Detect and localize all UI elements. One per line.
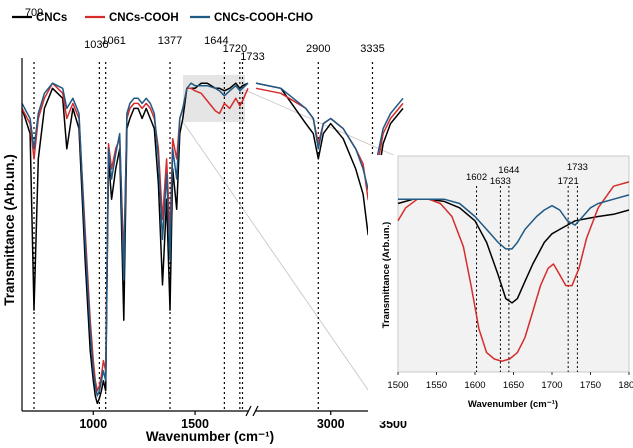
- inset-x-tick-label-1600: 1600: [464, 380, 485, 391]
- peak-label-709: 709: [25, 7, 43, 19]
- x-axis-title: Wavenumber (cm⁻¹): [146, 429, 274, 444]
- peak-label-1061: 1061: [101, 35, 125, 47]
- inset-x-tick-label-1700: 1700: [541, 380, 562, 391]
- inset-series-line-cncs-cooh: [397, 181, 630, 362]
- inset-x-tick-label-1650: 1650: [503, 380, 524, 391]
- zoom-connector-lines: [182, 89, 399, 401]
- series-line-cncs-cooh-cho-segment-2: [255, 82, 404, 195]
- peak-label-1644: 1644: [204, 35, 228, 47]
- inset-x-tick-group: 1500 1550 1600 1650 1700 1750 1800: [387, 372, 633, 391]
- legend-label-cncs-cooh-cho: CNCs-COOH-CHO: [214, 12, 313, 24]
- connector-line-lower: [182, 121, 376, 401]
- series-line-cncs-cooh-cho-segment-1: [21, 82, 249, 397]
- series-line-cncs-segment-1: [21, 82, 249, 405]
- highlight-region: [183, 75, 245, 122]
- inset-x-tick-label-1550: 1550: [426, 380, 447, 391]
- connector-line-upper: [244, 89, 399, 158]
- inset-x-tick-label-1750: 1750: [580, 380, 601, 391]
- legend: CNCs CNCs-COOH CNCs-COOH-CHO: [12, 12, 313, 24]
- inset-series-line-cncs-cooh-cho: [398, 194, 630, 250]
- peak-label-3335: 3335: [360, 43, 384, 55]
- x-tick-label-3000: 3000: [317, 417, 345, 431]
- inset-peak-label-1733: 1733: [567, 162, 588, 173]
- y-axis-title: Transmittance (Arb.un.): [2, 154, 17, 306]
- inset-plot-area: [397, 155, 630, 373]
- x-tick-label-1000: 1000: [79, 417, 107, 431]
- inset-series-group: [397, 181, 630, 362]
- legend-label-cncs-cooh: CNCs-COOH: [109, 12, 179, 24]
- inset-peak-label-1721: 1721: [558, 176, 579, 187]
- inset-peak-label-1633: 1633: [490, 176, 511, 187]
- legend-label-cncs: CNCs: [36, 12, 67, 24]
- inset-peak-label-1644: 1644: [498, 165, 519, 176]
- x-tick-label-1500: 1500: [181, 417, 209, 431]
- peak-label-1030: 1030: [84, 39, 108, 51]
- x-tick-group: 1000 1500 3000 3500: [79, 411, 407, 431]
- peak-label-1720: 1720: [223, 43, 247, 55]
- peak-label-2900: 2900: [306, 43, 330, 55]
- axis-break-mark: [245, 405, 259, 417]
- inset-x-tick-label-1800: 1800: [618, 380, 633, 391]
- inset-x-tick-label-1500: 1500: [387, 380, 408, 391]
- inset-peak-label-1602: 1602: [466, 172, 487, 183]
- peak-label-1377: 1377: [158, 35, 182, 47]
- inset-y-axis-title: Transmittance (Arb.un.): [381, 222, 392, 329]
- series-line-cncs-cooh-segment-1: [21, 82, 249, 392]
- peak-label-1733: 1733: [240, 51, 264, 63]
- main-series-group: [21, 82, 404, 405]
- inset-x-axis-title: Wavenumber (cm⁻¹): [468, 399, 558, 410]
